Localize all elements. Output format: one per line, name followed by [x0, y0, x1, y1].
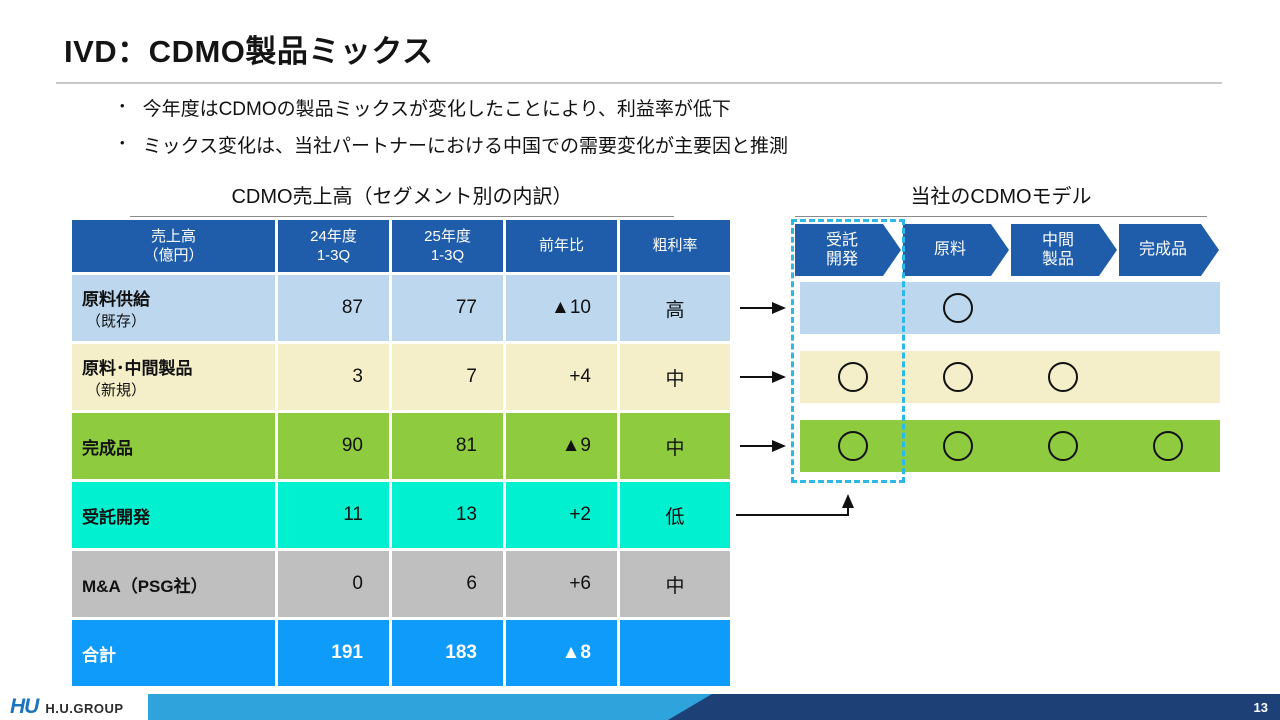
bullet-list: • 今年度はCDMOの製品ミックスが変化したことにより、利益率が低下 • ミック…	[120, 94, 788, 168]
footer-accent-bar	[148, 694, 714, 720]
chevron-finished-product: 完成品	[1119, 224, 1219, 276]
table-cell: 6	[392, 551, 503, 617]
row-label-text: 合計	[82, 645, 116, 665]
coverage-circle: ◯	[942, 431, 973, 461]
row-label-text: 受託開発	[82, 507, 150, 527]
model-row-raw-intermediate: ◯ ◯ ◯	[800, 351, 1220, 403]
title-divider	[56, 82, 1222, 84]
row-label: 原料･中間製品 （新規）	[72, 344, 275, 410]
table-cell: 183	[392, 620, 503, 686]
chevron-raw-material: 原料	[903, 224, 1009, 276]
table-cell: +2	[506, 482, 617, 548]
table-cell: 0	[278, 551, 389, 617]
coverage-circle: ◯	[837, 431, 868, 461]
row-label: M&A（PSG社）	[72, 551, 275, 617]
table-cell: 3	[278, 344, 389, 410]
model-row-finished: ◯ ◯ ◯ ◯	[800, 420, 1220, 472]
row-sublabel-text: （既存）	[86, 313, 147, 330]
column-header-fy25: 25年度 1-3Q	[392, 220, 503, 272]
chevron-intermediate: 中間 製品	[1011, 224, 1117, 276]
column-header-fy24: 24年度 1-3Q	[278, 220, 389, 272]
table-cell: 低	[620, 482, 730, 548]
table-cell: 13	[392, 482, 503, 548]
row-label: 合計	[72, 620, 275, 686]
table-cell: 87	[278, 275, 389, 341]
bullet-icon: •	[120, 98, 125, 113]
bullet-text: ミックス変化は、当社パートナーにおける中国での需要変化が主要因と推測	[142, 136, 788, 157]
coverage-circle: ◯	[1152, 431, 1183, 461]
table-cell: ▲9	[506, 413, 617, 479]
table-cell	[620, 620, 730, 686]
coverage-circle: ◯	[942, 362, 973, 392]
chevron-contract-development: 受託 開発	[795, 224, 901, 276]
bullet-item: • 今年度はCDMOの製品ミックスが変化したことにより、利益率が低下	[120, 94, 788, 121]
coverage-circle: ◯	[1047, 431, 1078, 461]
row-label-text: M&A（PSG社）	[82, 576, 208, 596]
coverage-circle: ◯	[942, 293, 973, 323]
company-logo: HU H.U.GROUP	[10, 696, 124, 717]
table-cell: 高	[620, 275, 730, 341]
row-sublabel-text: （新規）	[86, 382, 147, 399]
row-label-text: 完成品	[82, 438, 133, 458]
table-cell: ▲10	[506, 275, 617, 341]
arrow-contract-development	[736, 494, 854, 516]
model-row-raw-supply: ◯	[800, 282, 1220, 334]
logo-mark-icon: HU	[10, 695, 39, 718]
highlight-dashed-box	[791, 219, 905, 483]
table-cell: 11	[278, 482, 389, 548]
column-header-margin: 粗利率	[620, 220, 730, 272]
coverage-circle: ◯	[837, 362, 868, 392]
bullet-text: 今年度はCDMOの製品ミックスが変化したことにより、利益率が低下	[142, 99, 731, 120]
row-label: 原料供給 （既存）	[72, 275, 275, 341]
row-label: 完成品	[72, 413, 275, 479]
bullet-item: • ミックス変化は、当社パートナーにおける中国での需要変化が主要因と推測	[120, 131, 788, 158]
table-title: CDMO売上高（セグメント別の内訳）	[130, 180, 674, 217]
coverage-circle: ◯	[1047, 362, 1078, 392]
table-cell: ▲8	[506, 620, 617, 686]
row-label-text: 原料供給	[82, 290, 150, 309]
table-cell: 191	[278, 620, 389, 686]
bullet-icon: •	[120, 135, 125, 150]
footer-navy-bar: 13	[668, 694, 1280, 720]
cdmo-sales-table: 売上高 （億円） 24年度 1-3Q 25年度 1-3Q 前年比 粗利率 原料供…	[72, 220, 730, 686]
table-cell: 90	[278, 413, 389, 479]
row-label: 受託開発	[72, 482, 275, 548]
table-cell: 中	[620, 551, 730, 617]
column-header-yoy: 前年比	[506, 220, 617, 272]
table-cell: 7	[392, 344, 503, 410]
table-cell: 81	[392, 413, 503, 479]
table-cell: +4	[506, 344, 617, 410]
model-title: 当社のCDMOモデル	[795, 180, 1207, 217]
logo-text: H.U.GROUP	[45, 701, 124, 716]
row-label-text: 原料･中間製品	[82, 359, 193, 378]
table-cell: +6	[506, 551, 617, 617]
page-number: 13	[1253, 699, 1268, 715]
column-header-sales: 売上高 （億円）	[72, 220, 275, 272]
table-cell: 77	[392, 275, 503, 341]
table-cell: 中	[620, 344, 730, 410]
page-title: IVD：CDMO製品ミックス	[64, 34, 434, 69]
table-cell: 中	[620, 413, 730, 479]
